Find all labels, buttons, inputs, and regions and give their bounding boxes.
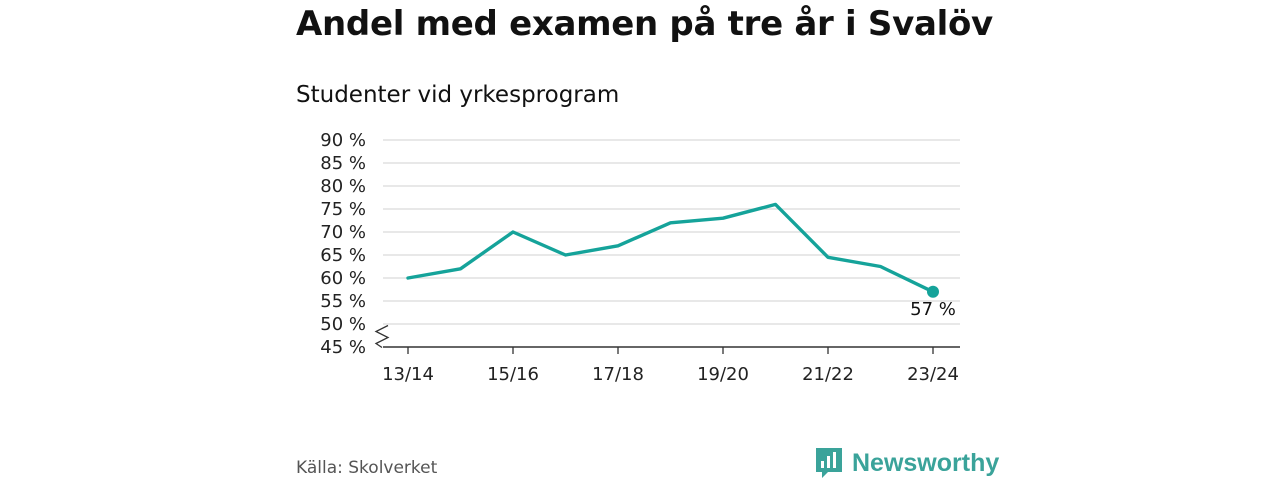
series: 57 % <box>406 202 956 320</box>
y-tick-label: 70 % <box>320 222 366 243</box>
y-tick-label: 60 % <box>320 268 366 289</box>
newsworthy-brand: Newsworthy <box>814 446 999 480</box>
x-tick-label: 19/20 <box>697 364 749 385</box>
x-tick-label: 15/16 <box>487 364 539 385</box>
x-axis <box>374 324 960 349</box>
source-note: Källa: Skolverket <box>296 458 438 478</box>
y-tick-label: 80 % <box>320 176 366 197</box>
y-tick-label: 45 % <box>320 337 366 358</box>
last-point-marker <box>927 285 939 298</box>
y-axis-ticks: 45 %50 %55 %60 %65 %70 %75 %80 %85 %90 % <box>320 130 366 358</box>
x-tick-label: 13/14 <box>382 364 434 385</box>
chart-title: Andel med examen på tre år i Svalöv <box>296 4 993 44</box>
newsworthy-logo-icon <box>816 448 842 478</box>
brand-name: Newsworthy <box>852 448 1000 477</box>
last-value-label: 57 % <box>910 299 956 320</box>
series-line <box>406 202 935 294</box>
x-tick-label: 21/22 <box>802 364 854 385</box>
x-tick-label: 23/24 <box>907 364 959 385</box>
gridlines <box>383 139 960 325</box>
y-tick-label: 50 % <box>320 314 366 335</box>
y-tick-label: 75 % <box>320 199 366 220</box>
chart-subtitle: Studenter vid yrkesprogram <box>296 82 620 108</box>
x-tick-label: 17/18 <box>592 364 644 385</box>
x-axis-ticks: 13/14 15/16 17/18 19/20 21/22 23/24 <box>382 347 959 385</box>
y-tick-label: 90 % <box>320 130 366 151</box>
axis-break-icon <box>374 324 390 349</box>
y-tick-label: 55 % <box>320 291 366 312</box>
y-tick-label: 65 % <box>320 245 366 266</box>
y-tick-label: 85 % <box>320 153 366 174</box>
